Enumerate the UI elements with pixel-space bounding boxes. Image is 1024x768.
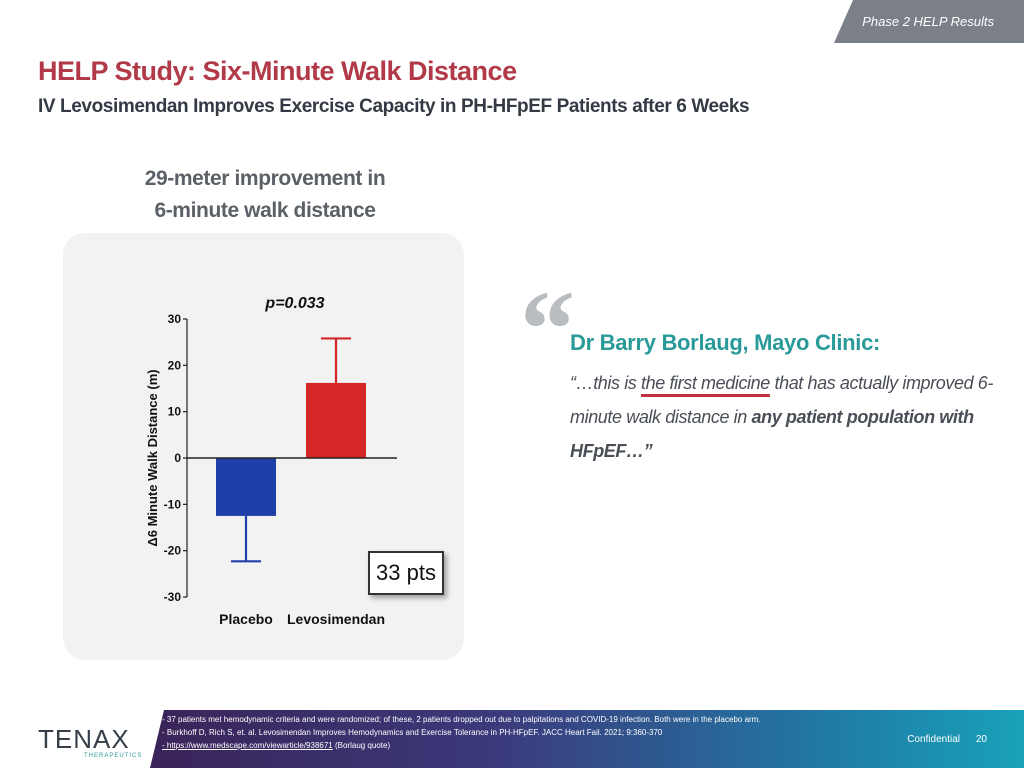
bar-levosimendan — [306, 382, 366, 458]
quote-emphasis: any patient population with HFpEF…” — [570, 407, 974, 461]
quote-author: Dr Barry Borlaug, Mayo Clinic: — [570, 330, 881, 355]
quote-mark-icon: “ — [520, 268, 575, 390]
y-tick-label--20: -20 — [164, 544, 182, 558]
footnotes: - 37 patients met hemodynamic criteria a… — [162, 713, 862, 752]
y-tick-label-10: 10 — [168, 405, 182, 419]
footnote-2: - Burkhoff D, Rich S, et. al. Levosimend… — [162, 728, 663, 737]
confidential-label: Confidential — [907, 734, 960, 745]
y-tick-label-20: 20 — [168, 358, 182, 372]
y-axis-label: Δ6 Minute Walk Distance (m) — [145, 369, 160, 546]
quote-underlined-phrase: the first medicine — [641, 373, 770, 393]
quote-part-2: that has actually improved 6-minute walk… — [570, 373, 993, 427]
chart-heading: 29-meter improvement in 6-minute walk di… — [100, 163, 430, 227]
chart-heading-line-1: 29-meter improvement in — [144, 167, 386, 190]
section-tab: Phase 2 HELP Results — [834, 0, 1024, 43]
chart-card: 30 20 10 0 -10 -20 -30 Δ6 Minute Walk Distance … — [63, 233, 464, 660]
x-category-label-levosimendan: Levosimendan — [287, 611, 385, 627]
slide-subtitle: IV Levosimendan Improves Exercise Capaci… — [38, 96, 750, 117]
page-number: 20 — [975, 734, 987, 745]
bar-placebo — [216, 458, 276, 516]
company-logo: TENAX — [38, 724, 130, 754]
footer-logo-area: TENAX THERAPEUTICS — [0, 710, 160, 768]
section-tab-label: Phase 2 HELP Results — [862, 14, 994, 29]
p-value-annotation: p=0.033 — [264, 295, 324, 312]
footnote-link-note: (Borlaug quote) — [332, 741, 391, 750]
footnote-1: - 37 patients met hemodynamic criteria a… — [162, 715, 761, 724]
y-tick-label--30: -30 — [164, 590, 182, 604]
slide-title: HELP Study: Six-Minute Walk Distance — [38, 56, 517, 86]
y-tick-label-0: 0 — [174, 451, 181, 465]
quote-text: “…this is the first medicine that has ac… — [570, 366, 1000, 468]
footnote-3: - https://www.medscape.com/viewarticle/9… — [162, 739, 862, 752]
y-tick-label-30: 30 — [168, 312, 182, 326]
bar-chart: 30 20 10 0 -10 -20 -30 Δ6 Minute Walk Distance … — [145, 295, 397, 627]
company-logo-subtitle: THERAPEUTICS — [84, 753, 143, 759]
footnote-link[interactable]: - https://www.medscape.com/viewarticle/9… — [162, 741, 333, 750]
footer: TENAX THERAPEUTICS - 37 patients met hem… — [0, 710, 1024, 768]
quote-part-1: “…this is — [570, 373, 642, 393]
footer-band — [150, 710, 1024, 768]
y-tick-label--10: -10 — [164, 497, 182, 511]
x-category-label-placebo: Placebo — [219, 611, 273, 627]
chart-heading-line-2: 6-minute walk distance — [154, 199, 376, 222]
patient-count-callout: 33 pts — [368, 551, 444, 595]
